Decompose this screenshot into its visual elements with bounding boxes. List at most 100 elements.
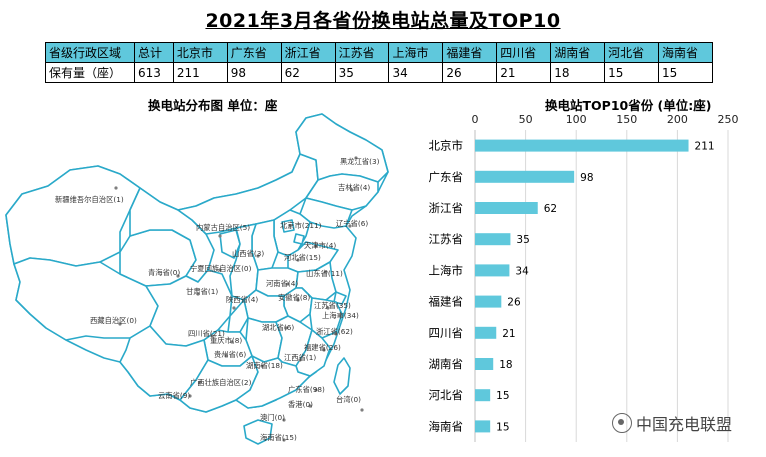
chart-category-label: 江苏省 [429, 232, 464, 246]
table-cell: 613 [134, 62, 174, 83]
map-region-label: 云南省(9) [158, 391, 190, 400]
map-marker-dot [284, 326, 288, 330]
chart-data-label: 211 [695, 141, 715, 153]
chart-category-label: 北京市 [429, 139, 464, 153]
chart-data-label: 15 [496, 390, 509, 402]
map-region-label: 广东省(98) [288, 385, 325, 394]
map-marker-dot [282, 438, 286, 442]
map-marker-dot [296, 298, 300, 302]
chart-bar [475, 264, 510, 277]
map-region-label: 黑龙江省(3) [340, 157, 380, 166]
chart-data-label: 34 [515, 265, 529, 277]
map-marker-dot [314, 244, 318, 248]
chart-category-label: 浙江省 [429, 201, 464, 215]
map-region-ningxia [219, 229, 241, 259]
map-marker-dot [360, 408, 364, 412]
map-region-label: 河北省(15) [284, 253, 321, 262]
table-cell: 福建省 [442, 42, 498, 63]
map-marker-dot [348, 224, 352, 228]
map-region-label: 新疆维吾尔自治区(1) [55, 195, 124, 204]
map-region-label: 贵州省(6) [214, 350, 246, 359]
map-region-label: 吉林省(4) [338, 183, 370, 192]
map-region-label: 澳门(0) [260, 413, 285, 422]
map-region-label: 山东省(11) [306, 269, 343, 278]
chart-bar [475, 358, 494, 370]
map-marker-dot [230, 340, 234, 344]
table-cell: 浙江省 [280, 42, 336, 63]
map-region-label: 上海市(34) [322, 311, 359, 320]
map-marker-dot [286, 282, 290, 286]
map-marker-dot [314, 388, 318, 392]
map-marker-dot [210, 334, 214, 338]
chart-x-tick-label: 150 [616, 113, 637, 126]
map-caption: 换电站分布图 单位：座 [148, 98, 278, 113]
table-cell: 上海市 [388, 42, 444, 63]
chart-category-label: 广东省 [429, 170, 464, 184]
chart-bar [475, 295, 502, 308]
table-cell: 江苏省 [334, 42, 390, 63]
chart-data-label: 98 [580, 172, 593, 184]
map-marker-dot [218, 268, 222, 272]
map-region-label: 湖南省(18) [246, 361, 283, 370]
map-region-label: 山西省(3) [232, 249, 264, 258]
chart-x-tick-label: 50 [519, 113, 533, 126]
map-marker-dot [198, 381, 202, 385]
map-marker-dot [296, 258, 300, 262]
map-region-label: 广西壮族自治区(2) [190, 378, 252, 387]
map-region-label: 甘肃省(1) [186, 287, 218, 296]
chart-category-label: 上海市 [429, 263, 464, 277]
map-marker-dot [176, 274, 180, 278]
page-title: 2021年3月各省份换电站总量及TOP10 [205, 10, 561, 32]
chart-bar [475, 170, 575, 183]
chart-category-label: 湖南省 [429, 357, 464, 371]
map-region-label: 江西省(1) [284, 353, 316, 362]
map-region-label: 天津市(4) [304, 241, 336, 250]
map-region-label: 湖北省(6) [262, 323, 294, 332]
watermark-text: 中国充电联盟 [636, 415, 733, 434]
chart-title: 换电站TOP10省份 (单位:座) [545, 98, 712, 113]
map-marker-dot [298, 358, 302, 362]
table-cell: 26 [442, 62, 498, 83]
map-region-label: 陕西省(4) [226, 295, 258, 304]
table-cell: 98 [226, 62, 282, 83]
map-marker-dot [218, 234, 222, 238]
chart-data-label: 18 [499, 359, 512, 371]
map-marker-dot [256, 254, 260, 258]
map-marker-dot [114, 186, 118, 190]
map-region-label: 辽宁省(6) [336, 219, 368, 228]
map-region-label: 河南省(4) [266, 279, 298, 288]
chart-x-tick-label: 200 [667, 113, 688, 126]
chart-category-label: 河北省 [429, 388, 464, 402]
table-cell: 34 [388, 62, 444, 83]
chart-bar [475, 420, 491, 433]
map-marker-dot [196, 292, 200, 296]
summary-header-row: 省级行政区域 总计 北京市 广东省 浙江省 江苏省 上海市 福建省 四川省 湖南… [45, 42, 713, 63]
map-marker-dot [308, 404, 312, 408]
map-region-chongqing [227, 299, 249, 333]
map-region-label: 江苏省(35) [314, 301, 351, 310]
summary-value-row: 保有量（座） 613 211 98 62 35 34 26 21 18 15 1… [45, 62, 713, 83]
table-cell: 211 [172, 62, 228, 83]
wechat-icon [612, 413, 632, 433]
watermark: 中国充电联盟 [612, 411, 732, 435]
map-marker-dot [118, 322, 122, 326]
table-cell: 海南省 [658, 42, 713, 63]
summary-table: 省级行政区域 总计 北京市 广东省 浙江省 江苏省 上海市 福建省 四川省 湖南… [45, 42, 713, 83]
top10-bar-chart: 0 50 100 150 200 250 北京市广东省浙江省江苏省上海市福建省四川省湖南省… [429, 113, 739, 442]
map-marker-dot [288, 224, 292, 228]
table-cell: 省级行政区域 [45, 42, 135, 63]
table-cell: 18 [550, 62, 606, 83]
table-cell: 北京市 [172, 42, 228, 63]
chart-x-tick-label: 0 [472, 113, 479, 126]
chart-x-tick-label: 250 [718, 113, 739, 126]
table-cell: 总计 [134, 42, 174, 63]
map-marker-dot [334, 332, 338, 336]
chart-x-tick-label: 100 [566, 113, 587, 126]
map-region-label: 西藏自治区(0) [90, 316, 137, 325]
chart-category-label: 海南省 [429, 419, 464, 433]
map-region-label: 宁夏回族自治区(0) [190, 264, 252, 273]
chart-bar [475, 326, 497, 339]
map-marker-dot [338, 314, 342, 318]
map-region-label: 四川省(21) [188, 329, 225, 338]
table-cell: 62 [280, 62, 336, 83]
